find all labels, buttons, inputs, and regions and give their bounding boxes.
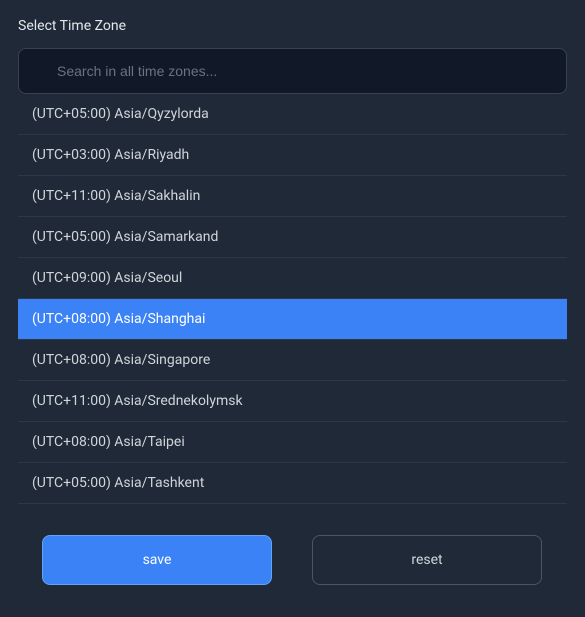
page-title: Select Time Zone [18, 18, 567, 34]
timezone-item[interactable]: (UTC+05:00) Asia/Qyzylorda [18, 94, 567, 135]
footer-actions: save reset [18, 511, 567, 599]
timezone-item[interactable]: (UTC+05:00) Asia/Samarkand [18, 217, 567, 258]
timezone-item[interactable]: (UTC+11:00) Asia/Sakhalin [18, 176, 567, 217]
search-wrapper [18, 48, 567, 94]
timezone-item[interactable]: (UTC+08:00) Asia/Taipei [18, 422, 567, 463]
timezone-item[interactable]: (UTC+04:00) Asia/Tbilisi [18, 504, 567, 511]
search-input[interactable] [37, 63, 548, 79]
save-button[interactable]: save [42, 535, 272, 585]
timezone-item[interactable]: (UTC+09:00) Asia/Seoul [18, 258, 567, 299]
timezone-item[interactable]: (UTC+08:00) Asia/Singapore [18, 340, 567, 381]
reset-button[interactable]: reset [312, 535, 542, 585]
timezone-item[interactable]: (UTC+03:00) Asia/Riyadh [18, 135, 567, 176]
timezone-item[interactable]: (UTC+08:00) Asia/Shanghai [18, 299, 567, 340]
timezone-item[interactable]: (UTC+05:00) Asia/Tashkent [18, 463, 567, 504]
timezone-list: (UTC+05:00) Asia/Qyzylorda(UTC+03:00) As… [18, 94, 567, 511]
timezone-item[interactable]: (UTC+11:00) Asia/Srednekolymsk [18, 381, 567, 422]
